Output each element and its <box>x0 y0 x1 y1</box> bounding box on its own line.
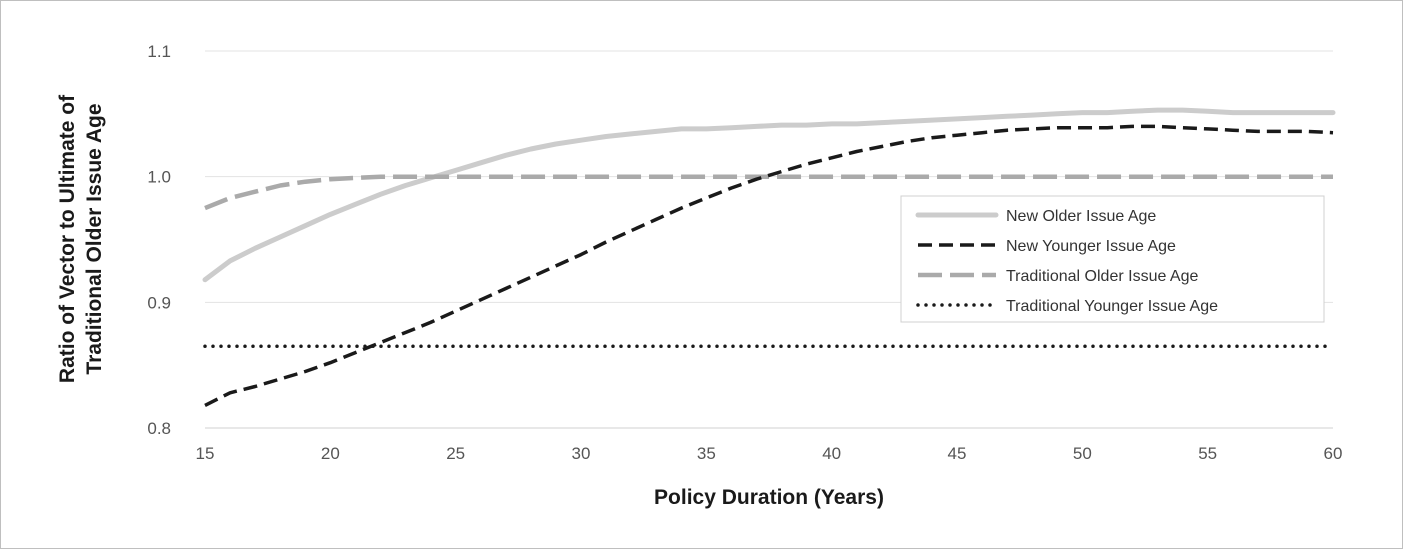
y-axis: 0.8 0.9 1.0 1.1 <box>147 42 171 438</box>
x-tick-label: 55 <box>1198 444 1217 463</box>
x-tick-label: 20 <box>321 444 340 463</box>
series-layer <box>202 107 1336 407</box>
x-tick-label: 30 <box>572 444 591 463</box>
legend: New Older Issue Age New Younger Issue Age… <box>900 195 1325 323</box>
x-tick-label: 15 <box>196 444 215 463</box>
x-axis: 15 20 25 30 35 40 45 50 55 60 <box>196 444 1343 463</box>
legend-label: New Younger Issue Age <box>1006 238 1176 255</box>
y-tick-label: 1.0 <box>147 168 171 187</box>
x-axis-title: Policy Duration (Years) <box>654 486 884 509</box>
y-tick-label: 0.9 <box>147 293 171 312</box>
x-tick-label: 25 <box>446 444 465 463</box>
x-tick-label: 50 <box>1073 444 1092 463</box>
legend-label: New Older Issue Age <box>1006 208 1156 225</box>
traditional-older-issue-age-line <box>204 174 1333 211</box>
x-tick-label: 40 <box>822 444 841 463</box>
y-axis-title-line2: Traditional Older Issue Age <box>83 103 106 374</box>
y-tick-label: 1.1 <box>147 42 171 61</box>
x-tick-label: 45 <box>948 444 967 463</box>
legend-label: Traditional Younger Issue Age <box>1006 298 1218 315</box>
y-axis-title-line1: Ratio of Vector to Ultimate of <box>56 94 79 383</box>
new-older-issue-age-line <box>202 107 1336 283</box>
x-tick-label: 60 <box>1324 444 1343 463</box>
new-younger-issue-age-line <box>204 124 1334 407</box>
y-tick-label: 0.8 <box>147 419 171 438</box>
x-tick-label: 35 <box>697 444 716 463</box>
legend-label: Traditional Older Issue Age <box>1006 268 1199 285</box>
